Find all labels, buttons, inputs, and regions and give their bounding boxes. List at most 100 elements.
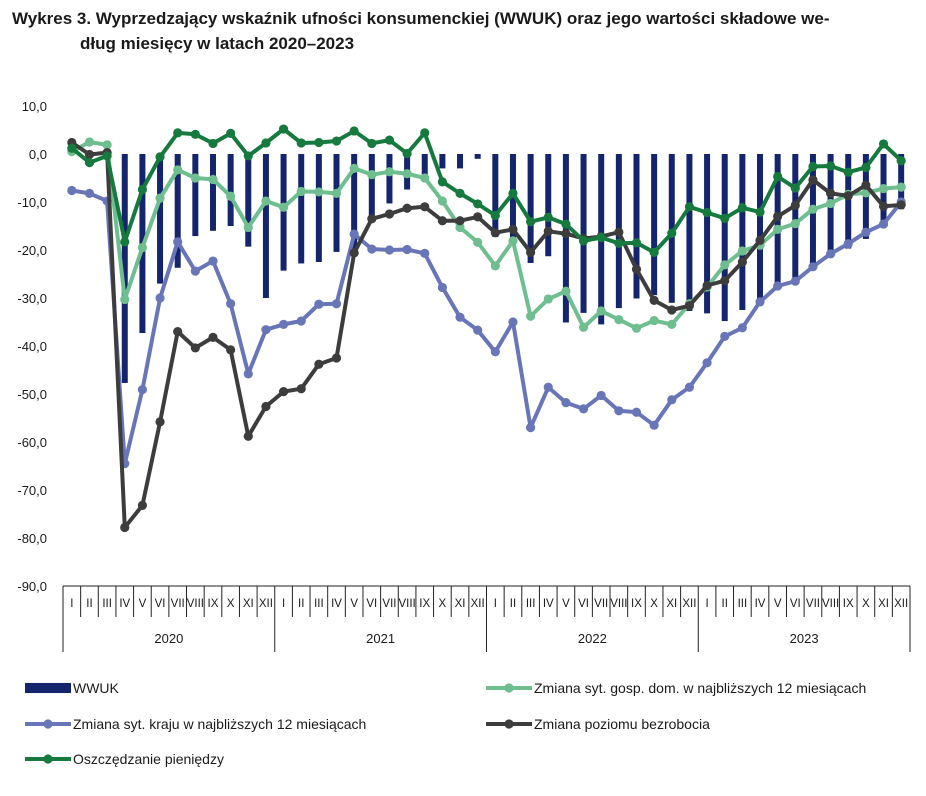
x-month-label: VI (366, 598, 377, 610)
series-2-point (226, 299, 236, 309)
series-3-point (614, 227, 624, 237)
series-3-point (473, 212, 483, 222)
series-2-point (331, 299, 342, 309)
series-1-point (367, 170, 377, 180)
series-4-point (667, 228, 677, 238)
legend-swatch-bar (25, 683, 71, 693)
x-axis: I II III IV V VI VII VIII IX X XI XII I II III IV V VI VII… (62, 585, 911, 652)
series-4-point (120, 237, 130, 247)
x-month-label: XII (894, 598, 908, 610)
series-4-point (190, 129, 200, 139)
series-1-point (667, 319, 677, 329)
series-3-point (878, 201, 889, 211)
series-4-point (896, 156, 906, 166)
series-2-point (67, 185, 77, 196)
bar-wwuk (315, 154, 322, 262)
x-month-label: VIII (398, 598, 415, 610)
legend-swatch-marker (43, 754, 53, 764)
series-2-point (261, 325, 271, 335)
series-4-point (737, 203, 747, 213)
series-1-point (878, 183, 889, 194)
bar-wwuk (845, 154, 852, 249)
bar-wwuk (704, 154, 711, 314)
x-month-label: I (70, 598, 73, 610)
series-2-point (455, 312, 465, 322)
series-4-point (243, 151, 253, 161)
series-4-point (278, 124, 289, 134)
x-month-label: V (774, 598, 782, 610)
x-month-label: V (350, 598, 358, 610)
series-3-point (737, 257, 747, 267)
series-1-point (737, 246, 747, 256)
series-4-point (384, 135, 395, 145)
legend-swatch-marker (43, 719, 53, 729)
x-month-label: IX (419, 598, 430, 610)
series-4-point (578, 236, 589, 246)
series-2-point (508, 317, 518, 327)
x-month-label: II (298, 598, 304, 610)
series-3-point (314, 359, 324, 369)
x-month-label: X (650, 598, 658, 610)
series-1-point (790, 219, 800, 229)
bar-wwuk (351, 154, 358, 252)
series-1-point (773, 224, 783, 234)
series-3-point (896, 200, 906, 210)
series-1-point (896, 182, 906, 192)
series-4-point (755, 207, 765, 217)
bar-wwuk (333, 154, 340, 252)
series-3-point (331, 353, 342, 363)
x-month-label: III (526, 598, 536, 610)
bar-wwuk (633, 154, 640, 299)
series-3-point (190, 343, 200, 353)
x-month-label: VIII (822, 598, 839, 610)
bar-wwuk (721, 154, 728, 322)
series-4-point (455, 188, 465, 198)
y-tick-label: -70,0 (17, 483, 47, 498)
series-2-point (667, 395, 677, 405)
series-2-point (702, 358, 712, 368)
y-tick-label: -80,0 (17, 531, 47, 546)
series-1-point (349, 163, 359, 173)
bar-wwuk (121, 154, 128, 383)
series-4-point (808, 161, 818, 172)
series-3-point (120, 522, 130, 533)
x-month-label: VI (578, 598, 589, 610)
bar-wwuk (421, 154, 428, 181)
series-2-point (490, 347, 500, 357)
legend-swatch-marker (504, 719, 514, 729)
x-month-label: VII (382, 598, 396, 610)
legend-label: Oszczędzanie pieniędzy (73, 751, 224, 767)
series-3-point (402, 203, 412, 213)
x-year-label: 2023 (790, 631, 819, 646)
series-2-point (437, 282, 447, 293)
x-month-label: I (494, 598, 497, 610)
series-2-point (737, 323, 747, 333)
series-2-point (173, 237, 183, 247)
series-4-point (420, 128, 430, 138)
series-1-point (437, 196, 447, 206)
y-tick-label: -30,0 (17, 291, 47, 306)
series-4-point (702, 207, 712, 218)
bar-wwuk (174, 154, 181, 268)
series-3-point (155, 417, 165, 427)
x-month-label: X (439, 598, 447, 610)
series-1-point (102, 140, 112, 150)
series-4-point (437, 177, 447, 187)
legend-item-2: Zmiana syt. gosp. dom. w najbliższych 12… (486, 680, 866, 696)
series-3-point (773, 211, 783, 221)
bar-wwuk (262, 154, 269, 298)
series-4-point (155, 152, 165, 162)
x-month-label: II (510, 598, 516, 610)
series-4-point (631, 238, 642, 248)
series-3-point (543, 226, 553, 236)
bar-wwuk (527, 154, 534, 263)
bar-wwuk (739, 154, 746, 310)
x-month-label: VIII (610, 598, 627, 610)
series-4-point (773, 171, 783, 182)
series-1-point (473, 237, 483, 247)
x-month-label: IV (119, 598, 130, 610)
series-3-point (349, 248, 359, 258)
legend-label: WWUK (73, 680, 120, 696)
bar-wwuk (580, 154, 587, 313)
legend-label: Zmiana syt. kraju w najbliższych 12 mies… (73, 716, 366, 732)
